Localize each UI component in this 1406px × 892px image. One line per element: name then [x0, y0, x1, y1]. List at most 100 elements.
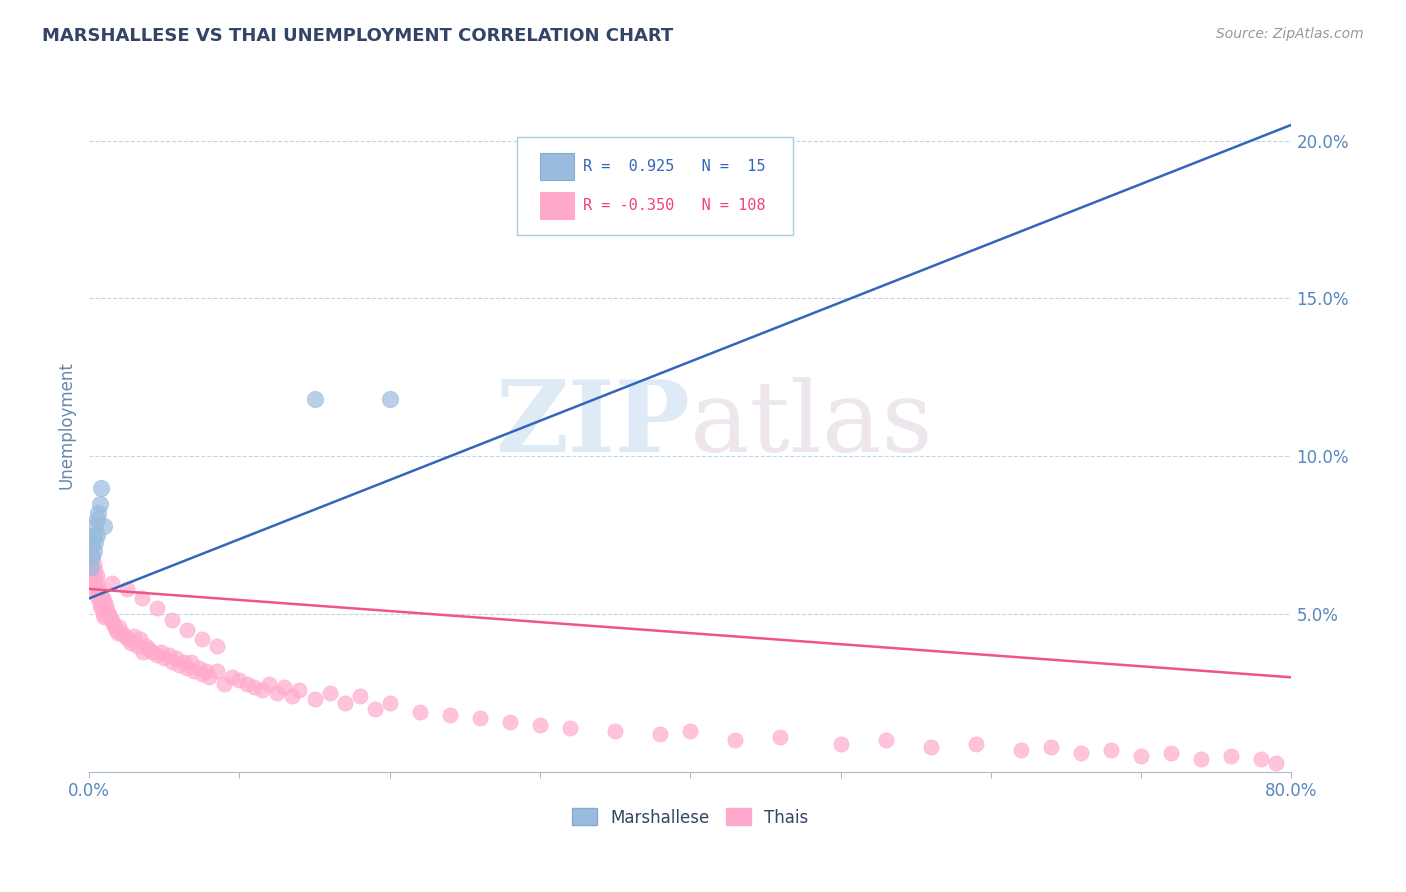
Text: Source: ZipAtlas.com: Source: ZipAtlas.com: [1216, 27, 1364, 41]
Point: [83, 557, 105, 571]
Point: [87, 582, 110, 596]
Text: R = -0.350   N = 108: R = -0.350 N = 108: [583, 198, 766, 213]
Point: [165, 651, 187, 665]
Point: [117, 632, 139, 647]
Point: [173, 655, 195, 669]
Point: [214, 676, 236, 690]
Point: [80, 550, 103, 565]
Point: [84, 518, 107, 533]
Point: [195, 664, 218, 678]
Point: [108, 620, 131, 634]
Point: [1250, 752, 1272, 766]
Point: [160, 655, 183, 669]
Point: [363, 702, 385, 716]
Point: [1010, 743, 1032, 757]
Point: [145, 648, 167, 663]
Point: [98, 610, 121, 624]
Point: [114, 629, 136, 643]
Point: [288, 682, 311, 697]
Point: [122, 629, 145, 643]
Point: [89, 598, 111, 612]
Point: [83, 528, 105, 542]
Point: [80, 538, 103, 552]
Point: [100, 614, 122, 628]
Point: [101, 616, 124, 631]
Point: [79, 559, 101, 574]
Point: [84, 534, 107, 549]
Point: [86, 588, 108, 602]
Point: [205, 639, 228, 653]
Point: [875, 733, 897, 747]
Point: [1265, 756, 1288, 770]
Point: [104, 620, 127, 634]
Point: [150, 645, 173, 659]
Point: [145, 600, 167, 615]
Point: [80, 566, 103, 581]
Point: [93, 610, 115, 624]
Text: ZIP: ZIP: [495, 376, 690, 474]
Point: [105, 623, 128, 637]
Point: [679, 724, 702, 739]
Point: [84, 582, 107, 596]
Point: [107, 626, 129, 640]
Point: [91, 591, 114, 606]
Point: [180, 655, 202, 669]
Point: [91, 607, 114, 622]
Point: [1160, 746, 1182, 760]
Point: [79, 559, 101, 574]
Point: [89, 585, 111, 599]
Point: [96, 604, 118, 618]
Text: R =  0.925   N =  15: R = 0.925 N = 15: [583, 159, 766, 174]
Point: [409, 705, 432, 719]
Point: [131, 591, 153, 606]
Point: [83, 544, 105, 558]
Point: [90, 588, 112, 602]
Text: atlas: atlas: [690, 376, 934, 473]
Point: [86, 528, 108, 542]
Point: [266, 686, 288, 700]
Point: [529, 717, 551, 731]
Point: [153, 651, 176, 665]
Point: [83, 569, 105, 583]
Point: [87, 591, 110, 606]
Point: [93, 594, 115, 608]
Point: [1189, 752, 1212, 766]
Point: [84, 563, 107, 577]
Point: [349, 690, 371, 704]
Point: [157, 648, 180, 663]
Point: [176, 661, 198, 675]
Point: [191, 667, 214, 681]
Point: [97, 607, 120, 622]
Point: [304, 692, 326, 706]
Point: [378, 696, 401, 710]
Point: [129, 632, 152, 647]
Point: [830, 737, 852, 751]
Point: [138, 641, 160, 656]
Point: [83, 575, 105, 590]
Point: [93, 518, 115, 533]
Point: [135, 639, 157, 653]
Point: [920, 739, 942, 754]
Point: [243, 680, 266, 694]
Text: MARSHALLESE VS THAI UNEMPLOYMENT CORRELATION CHART: MARSHALLESE VS THAI UNEMPLOYMENT CORRELA…: [42, 27, 673, 45]
Point: [80, 550, 103, 565]
Point: [273, 680, 295, 694]
Point: [558, 721, 581, 735]
Point: [1070, 746, 1092, 760]
Point: [141, 645, 163, 659]
Point: [259, 676, 281, 690]
Point: [769, 731, 792, 745]
Point: [187, 661, 209, 675]
Point: [90, 481, 112, 495]
Point: [228, 673, 250, 688]
Point: [191, 632, 214, 647]
Point: [333, 696, 356, 710]
Point: [221, 670, 243, 684]
Point: [198, 670, 221, 684]
Point: [318, 686, 340, 700]
Point: [1130, 749, 1153, 764]
Point: [89, 497, 111, 511]
Point: [176, 623, 198, 637]
Point: [499, 714, 522, 729]
Point: [281, 690, 304, 704]
